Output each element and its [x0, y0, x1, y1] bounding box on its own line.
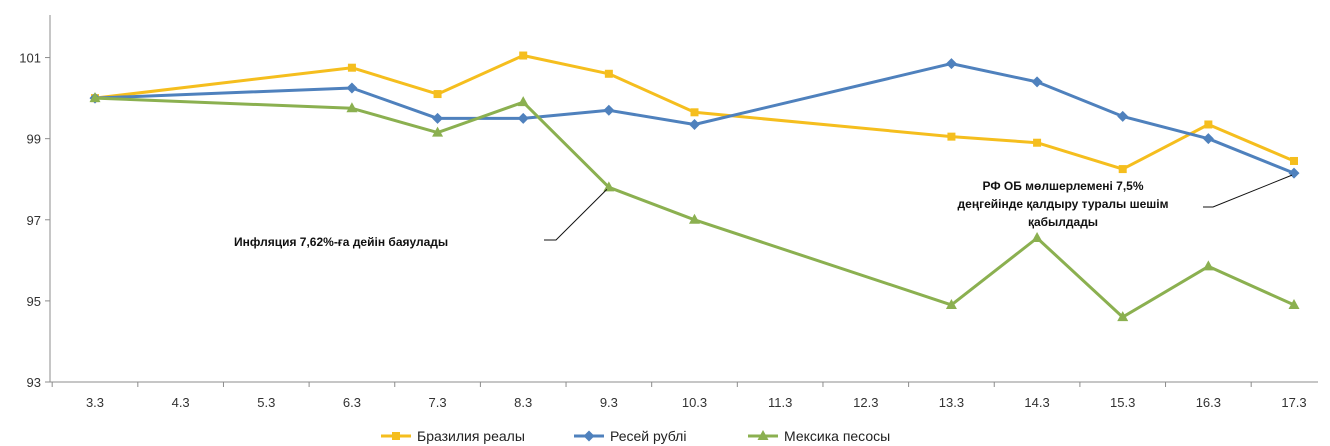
- legend-item: Бразилия реалы: [381, 428, 525, 444]
- data-point: [517, 96, 529, 107]
- data-point: [689, 213, 700, 224]
- data-point: [1202, 260, 1214, 271]
- data-point: [1202, 133, 1214, 145]
- x-tick-label: 4.3: [172, 395, 190, 410]
- data-point: [945, 298, 957, 309]
- annotation-layer: Инфляция 7,62%-ға дейін баяулады РФ ОБ мө…: [234, 174, 1293, 249]
- data-point: [1031, 76, 1043, 88]
- data-point: [690, 108, 699, 117]
- legend-label: Мексика песосы: [784, 428, 890, 444]
- annotation-rate-decision-line: РФ ОБ мөлшерлемені 7,5%: [982, 179, 1143, 193]
- data-point: [1117, 110, 1129, 122]
- x-tick-label: 16.3: [1196, 395, 1221, 410]
- data-point: [1290, 156, 1298, 165]
- series-square: [91, 51, 1298, 174]
- series-line: [94, 62, 1295, 175]
- data-point: [432, 126, 444, 137]
- data-point: [517, 112, 529, 124]
- y-tick-label: 97: [27, 213, 41, 228]
- data-point: [757, 430, 769, 440]
- data-point: [347, 63, 356, 72]
- y-tick-label: 95: [27, 294, 41, 309]
- data-point: [392, 432, 400, 440]
- data-point: [1117, 311, 1129, 322]
- x-tick-label: 12.3: [853, 395, 878, 410]
- x-tick-label: 10.3: [682, 395, 707, 410]
- data-point: [583, 430, 595, 442]
- data-point: [945, 58, 957, 70]
- data-point: [346, 82, 358, 94]
- series-layer: [89, 51, 1300, 322]
- data-point: [1118, 165, 1127, 174]
- data-point: [89, 92, 101, 103]
- x-tick-label: 9.3: [600, 395, 618, 410]
- x-tick-label: 15.3: [1110, 395, 1135, 410]
- annotation-inflation: Инфляция 7,62%-ға дейін баяулады: [234, 235, 448, 249]
- y-tick-label: 99: [27, 132, 41, 147]
- legend-label: Ресей рублі: [610, 428, 686, 444]
- data-point: [1031, 232, 1043, 243]
- data-point: [519, 51, 528, 60]
- data-point: [947, 132, 956, 141]
- x-tick-label: 17.3: [1281, 395, 1306, 410]
- x-tick-label: 11.3: [768, 395, 792, 410]
- data-point: [689, 118, 700, 130]
- y-tick-label: 101: [19, 51, 41, 66]
- x-tick-label: 13.3: [939, 395, 964, 410]
- x-tick-label: 3.3: [86, 395, 104, 410]
- data-point: [1204, 120, 1213, 129]
- data-point: [603, 104, 615, 116]
- data-point: [432, 112, 444, 124]
- annotation-leader: [544, 188, 608, 241]
- x-tick-label: 6.3: [343, 395, 361, 410]
- annotation-rate-decision-line: деңгейінде қалдыру туралы шешім: [958, 197, 1169, 211]
- x-tick-label: 7.3: [429, 395, 447, 410]
- chart-axes: 93 95 97 99 101 3.3 4.3 5.3 6.3 7.3 8.3 9.3 10.3 11.3…: [19, 15, 1318, 410]
- x-tick-label: 8.3: [514, 395, 532, 410]
- data-point: [604, 69, 613, 78]
- x-tick-label: 5.3: [257, 395, 275, 410]
- x-tick-label: 14.3: [1024, 395, 1049, 410]
- legend-label: Бразилия реалы: [417, 428, 525, 444]
- data-point: [346, 102, 358, 113]
- legend: Бразилия реалы Ресей рублі Мексика песосы: [381, 428, 890, 444]
- y-tick-label: 93: [27, 375, 41, 390]
- annotation-rate-decision-line: қабылдады: [1028, 215, 1098, 229]
- data-point: [1288, 298, 1300, 309]
- annotation-leader: [1203, 174, 1293, 208]
- data-point: [1033, 138, 1042, 147]
- data-point: [433, 90, 442, 99]
- legend-item: Ресей рублі: [574, 428, 686, 444]
- series-triangle: [89, 92, 1300, 322]
- legend-item: Мексика песосы: [748, 428, 890, 444]
- data-point: [603, 181, 615, 192]
- data-point: [1288, 167, 1300, 179]
